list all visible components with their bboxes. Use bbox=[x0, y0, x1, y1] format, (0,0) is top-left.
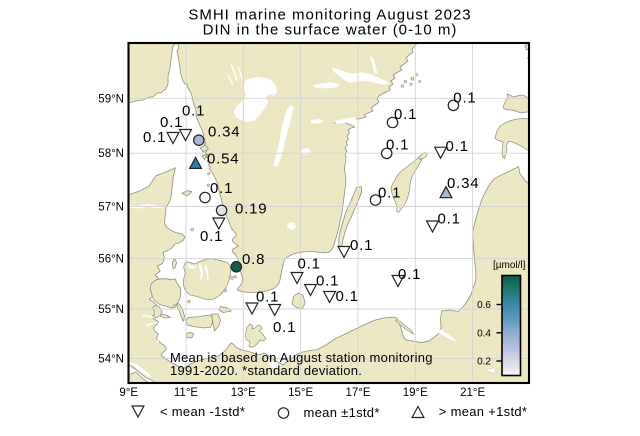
svg-text:[µmol/l]: [µmol/l] bbox=[493, 260, 526, 271]
svg-text:0.34: 0.34 bbox=[208, 124, 240, 141]
svg-text:0.1: 0.1 bbox=[350, 237, 373, 254]
svg-text:9°E: 9°E bbox=[119, 387, 138, 399]
svg-text:57°N: 57°N bbox=[98, 202, 124, 214]
svg-text:0.6: 0.6 bbox=[477, 300, 491, 311]
svg-text:59°N: 59°N bbox=[98, 93, 124, 105]
svg-text:0.1: 0.1 bbox=[256, 289, 279, 306]
svg-text:0.2: 0.2 bbox=[477, 357, 491, 368]
svg-text:1991-2020. *standard deviation: 1991-2020. *standard deviation. bbox=[170, 363, 362, 378]
svg-text:SMHI marine monitoring August: SMHI marine monitoring August 2023 bbox=[188, 7, 471, 24]
svg-text:0.1: 0.1 bbox=[386, 137, 409, 154]
svg-text:0.34: 0.34 bbox=[447, 175, 479, 192]
svg-text:15°E: 15°E bbox=[288, 387, 313, 399]
svg-text:0.1: 0.1 bbox=[160, 114, 183, 131]
svg-text:17°E: 17°E bbox=[345, 387, 370, 399]
svg-text:0.1: 0.1 bbox=[200, 228, 223, 245]
svg-text:0.1: 0.1 bbox=[394, 106, 417, 123]
svg-text:13°E: 13°E bbox=[231, 387, 256, 399]
svg-text:0.1: 0.1 bbox=[336, 288, 359, 305]
svg-text:0.1: 0.1 bbox=[378, 185, 401, 202]
svg-text:0.1: 0.1 bbox=[453, 90, 476, 107]
svg-text:0.54: 0.54 bbox=[207, 151, 239, 168]
svg-text:< mean -1std*: < mean -1std* bbox=[160, 404, 245, 419]
svg-text:0.19: 0.19 bbox=[235, 201, 267, 218]
svg-text:0.1: 0.1 bbox=[446, 138, 469, 155]
svg-text:0.1: 0.1 bbox=[298, 256, 321, 273]
svg-text:19°E: 19°E bbox=[403, 387, 428, 399]
svg-text:0.4: 0.4 bbox=[477, 328, 491, 339]
svg-text:21°E: 21°E bbox=[460, 387, 485, 399]
svg-text:0.1: 0.1 bbox=[143, 129, 166, 146]
svg-text:54°N: 54°N bbox=[98, 353, 124, 365]
svg-text:55°N: 55°N bbox=[98, 304, 124, 316]
svg-text:56°N: 56°N bbox=[98, 253, 124, 265]
svg-text:11°E: 11°E bbox=[174, 387, 199, 399]
svg-text:mean ±1std*: mean ±1std* bbox=[304, 405, 380, 420]
svg-text:> mean +1std*: > mean +1std* bbox=[439, 404, 527, 419]
svg-text:Mean is based on August statio: Mean is based on August station monitori… bbox=[170, 350, 433, 365]
svg-text:0.1: 0.1 bbox=[210, 180, 233, 197]
svg-text:0.8: 0.8 bbox=[242, 251, 265, 268]
svg-text:0.1: 0.1 bbox=[316, 273, 339, 290]
svg-text:0.1: 0.1 bbox=[182, 103, 205, 120]
svg-text:0.1: 0.1 bbox=[438, 211, 461, 228]
svg-text:DIN in the surface water (0-10: DIN in the surface water (0-10 m) bbox=[203, 22, 458, 39]
svg-text:0.1: 0.1 bbox=[398, 266, 421, 283]
svg-text:58°N: 58°N bbox=[98, 148, 124, 160]
svg-text:0.1: 0.1 bbox=[273, 319, 296, 336]
